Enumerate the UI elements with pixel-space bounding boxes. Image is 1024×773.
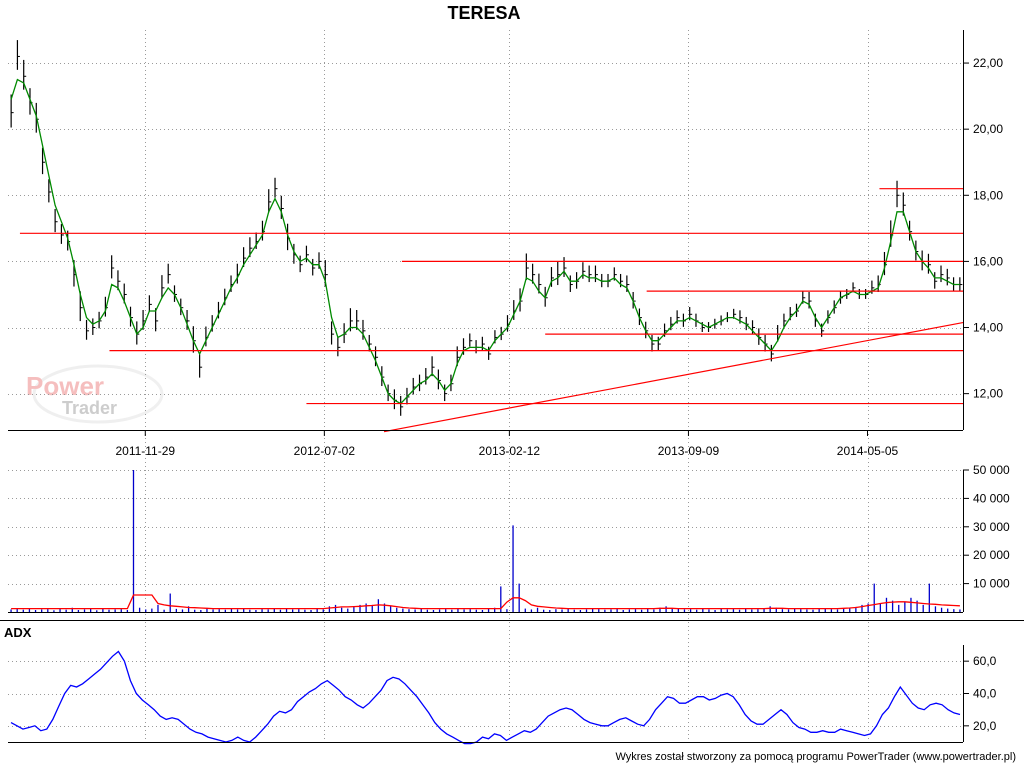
adx-y-tick-label: 20,0 <box>973 719 997 733</box>
price-y-tick-label: 16,00 <box>973 254 1003 268</box>
volume-y-tick-label: 30 000 <box>973 520 1010 534</box>
price-y-tick-label: 22,00 <box>973 56 1003 70</box>
volume-y-tick-label: 40 000 <box>973 491 1010 505</box>
x-tick-label: 2013-02-12 <box>479 444 541 458</box>
footer-credit: Wykres został stworzony za pomocą progra… <box>615 751 1016 763</box>
chart-title: TERESA <box>447 3 520 23</box>
price-y-tick-label: 12,00 <box>973 387 1003 401</box>
x-tick-label: 2011-11-29 <box>115 444 175 458</box>
adx-title: ADX <box>4 625 32 640</box>
axis-layer: 2011-11-29 2012-07-02 2013-02-12 2013-09-09… <box>0 30 1024 743</box>
powertrader-logo: Power Trader <box>26 364 164 424</box>
logo-text-power: Power <box>26 371 104 401</box>
adx-line <box>10 650 961 745</box>
trend-line <box>383 321 964 433</box>
price-y-tick-label: 20,00 <box>973 122 1003 136</box>
price-y-tick-label: 18,00 <box>973 188 1003 202</box>
price-y-tick-label: 14,00 <box>973 321 1003 335</box>
price-panel <box>10 40 964 433</box>
volume-y-tick-label: 10 000 <box>973 577 1010 591</box>
moving-average-line <box>10 78 960 405</box>
volume-panel <box>10 470 961 612</box>
x-tick-label: 2014-05-05 <box>837 444 899 458</box>
adx-y-tick-label: 40,0 <box>973 687 997 701</box>
grid-layer <box>8 30 963 742</box>
volume-y-tick-label: 20 000 <box>973 548 1010 562</box>
volume-y-tick-label: 50 000 <box>973 463 1010 477</box>
volume-average-line <box>11 594 960 610</box>
adx-y-tick-label: 60,0 <box>973 654 997 668</box>
x-tick-label: 2013-09-09 <box>658 444 720 458</box>
x-tick-label: 2012-07-02 <box>294 444 356 458</box>
adx-panel <box>10 650 961 745</box>
logo-swoosh <box>32 364 164 424</box>
logo-text-trader: Trader <box>62 398 117 418</box>
